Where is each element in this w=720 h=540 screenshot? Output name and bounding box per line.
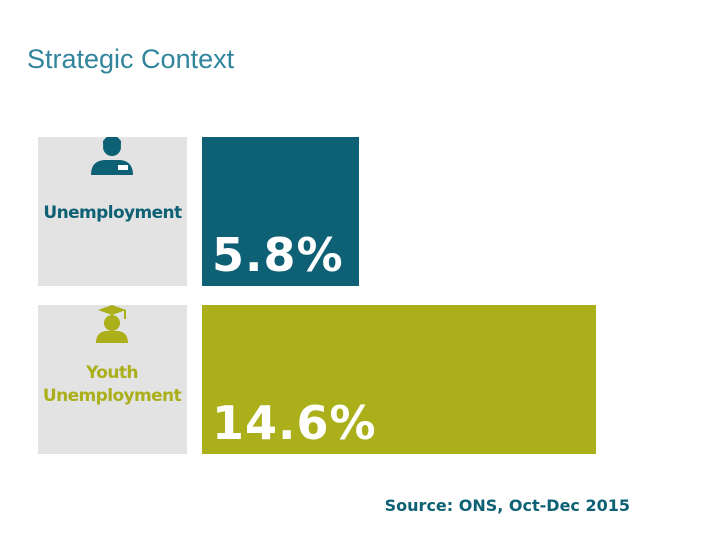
value-label: 14.6%: [212, 396, 377, 450]
source-note: Source: ONS, Oct-Dec 2015: [384, 496, 630, 515]
category-label: Youth Unemployment: [42, 363, 182, 406]
worker-icon: [91, 137, 133, 175]
bar: 5.8%: [202, 137, 359, 286]
category-label: Unemployment: [43, 203, 182, 223]
label-panel: Unemployment: [38, 137, 187, 286]
value-label: 5.8%: [212, 228, 344, 282]
label-panel: Youth Unemployment: [38, 305, 187, 454]
chart-title: Strategic Context: [27, 44, 235, 74]
bar: 14.6%: [202, 305, 597, 454]
graduate-icon: [96, 305, 128, 343]
